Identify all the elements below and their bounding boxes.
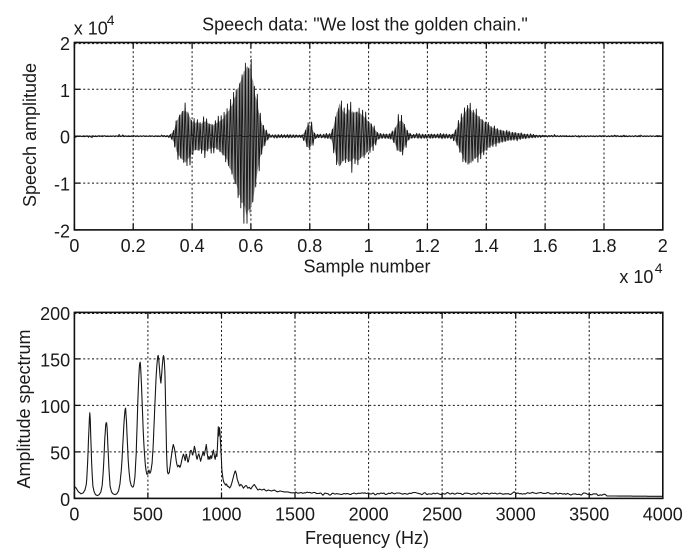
svg-text:Frequency (Hz): Frequency (Hz) (305, 528, 429, 548)
svg-text:0: 0 (60, 490, 70, 510)
svg-text:1: 1 (364, 236, 374, 256)
svg-text:Speech amplitude: Speech amplitude (20, 63, 40, 207)
svg-text:3000: 3000 (496, 504, 536, 524)
svg-text:-2: -2 (54, 221, 70, 241)
svg-text:0: 0 (60, 128, 70, 148)
svg-text:0.6: 0.6 (238, 236, 263, 256)
svg-text:1.2: 1.2 (415, 236, 440, 256)
svg-text:200: 200 (40, 304, 70, 324)
svg-text:2500: 2500 (422, 504, 462, 524)
svg-text:2: 2 (60, 34, 70, 54)
svg-text:2: 2 (658, 236, 668, 256)
svg-text:0.8: 0.8 (297, 236, 322, 256)
svg-text:1.6: 1.6 (533, 236, 558, 256)
svg-text:0: 0 (69, 504, 79, 524)
svg-text:Speech data: "We lost the gold: Speech data: "We lost the golden chain." (202, 14, 528, 34)
svg-text:500: 500 (133, 504, 163, 524)
svg-text:Sample number: Sample number (303, 256, 430, 276)
svg-text:1000: 1000 (201, 504, 241, 524)
svg-text:0.2: 0.2 (121, 236, 146, 256)
svg-text:4: 4 (107, 12, 115, 28)
svg-text:1: 1 (60, 81, 70, 101)
svg-text:x 10: x 10 (74, 19, 108, 39)
svg-text:50: 50 (50, 443, 70, 463)
svg-text:100: 100 (40, 397, 70, 417)
svg-text:x 10: x 10 (619, 267, 653, 287)
svg-text:1.8: 1.8 (591, 236, 616, 256)
svg-text:2000: 2000 (349, 504, 389, 524)
svg-text:150: 150 (40, 350, 70, 370)
svg-text:4000: 4000 (643, 504, 683, 524)
svg-text:1500: 1500 (275, 504, 315, 524)
svg-text:0.4: 0.4 (180, 236, 205, 256)
svg-text:4: 4 (655, 260, 663, 276)
svg-text:1.4: 1.4 (474, 236, 499, 256)
svg-text:Amplitude spectrum: Amplitude spectrum (14, 329, 34, 488)
svg-text:3500: 3500 (569, 504, 609, 524)
svg-text:-1: -1 (54, 175, 70, 195)
svg-text:0: 0 (69, 236, 79, 256)
